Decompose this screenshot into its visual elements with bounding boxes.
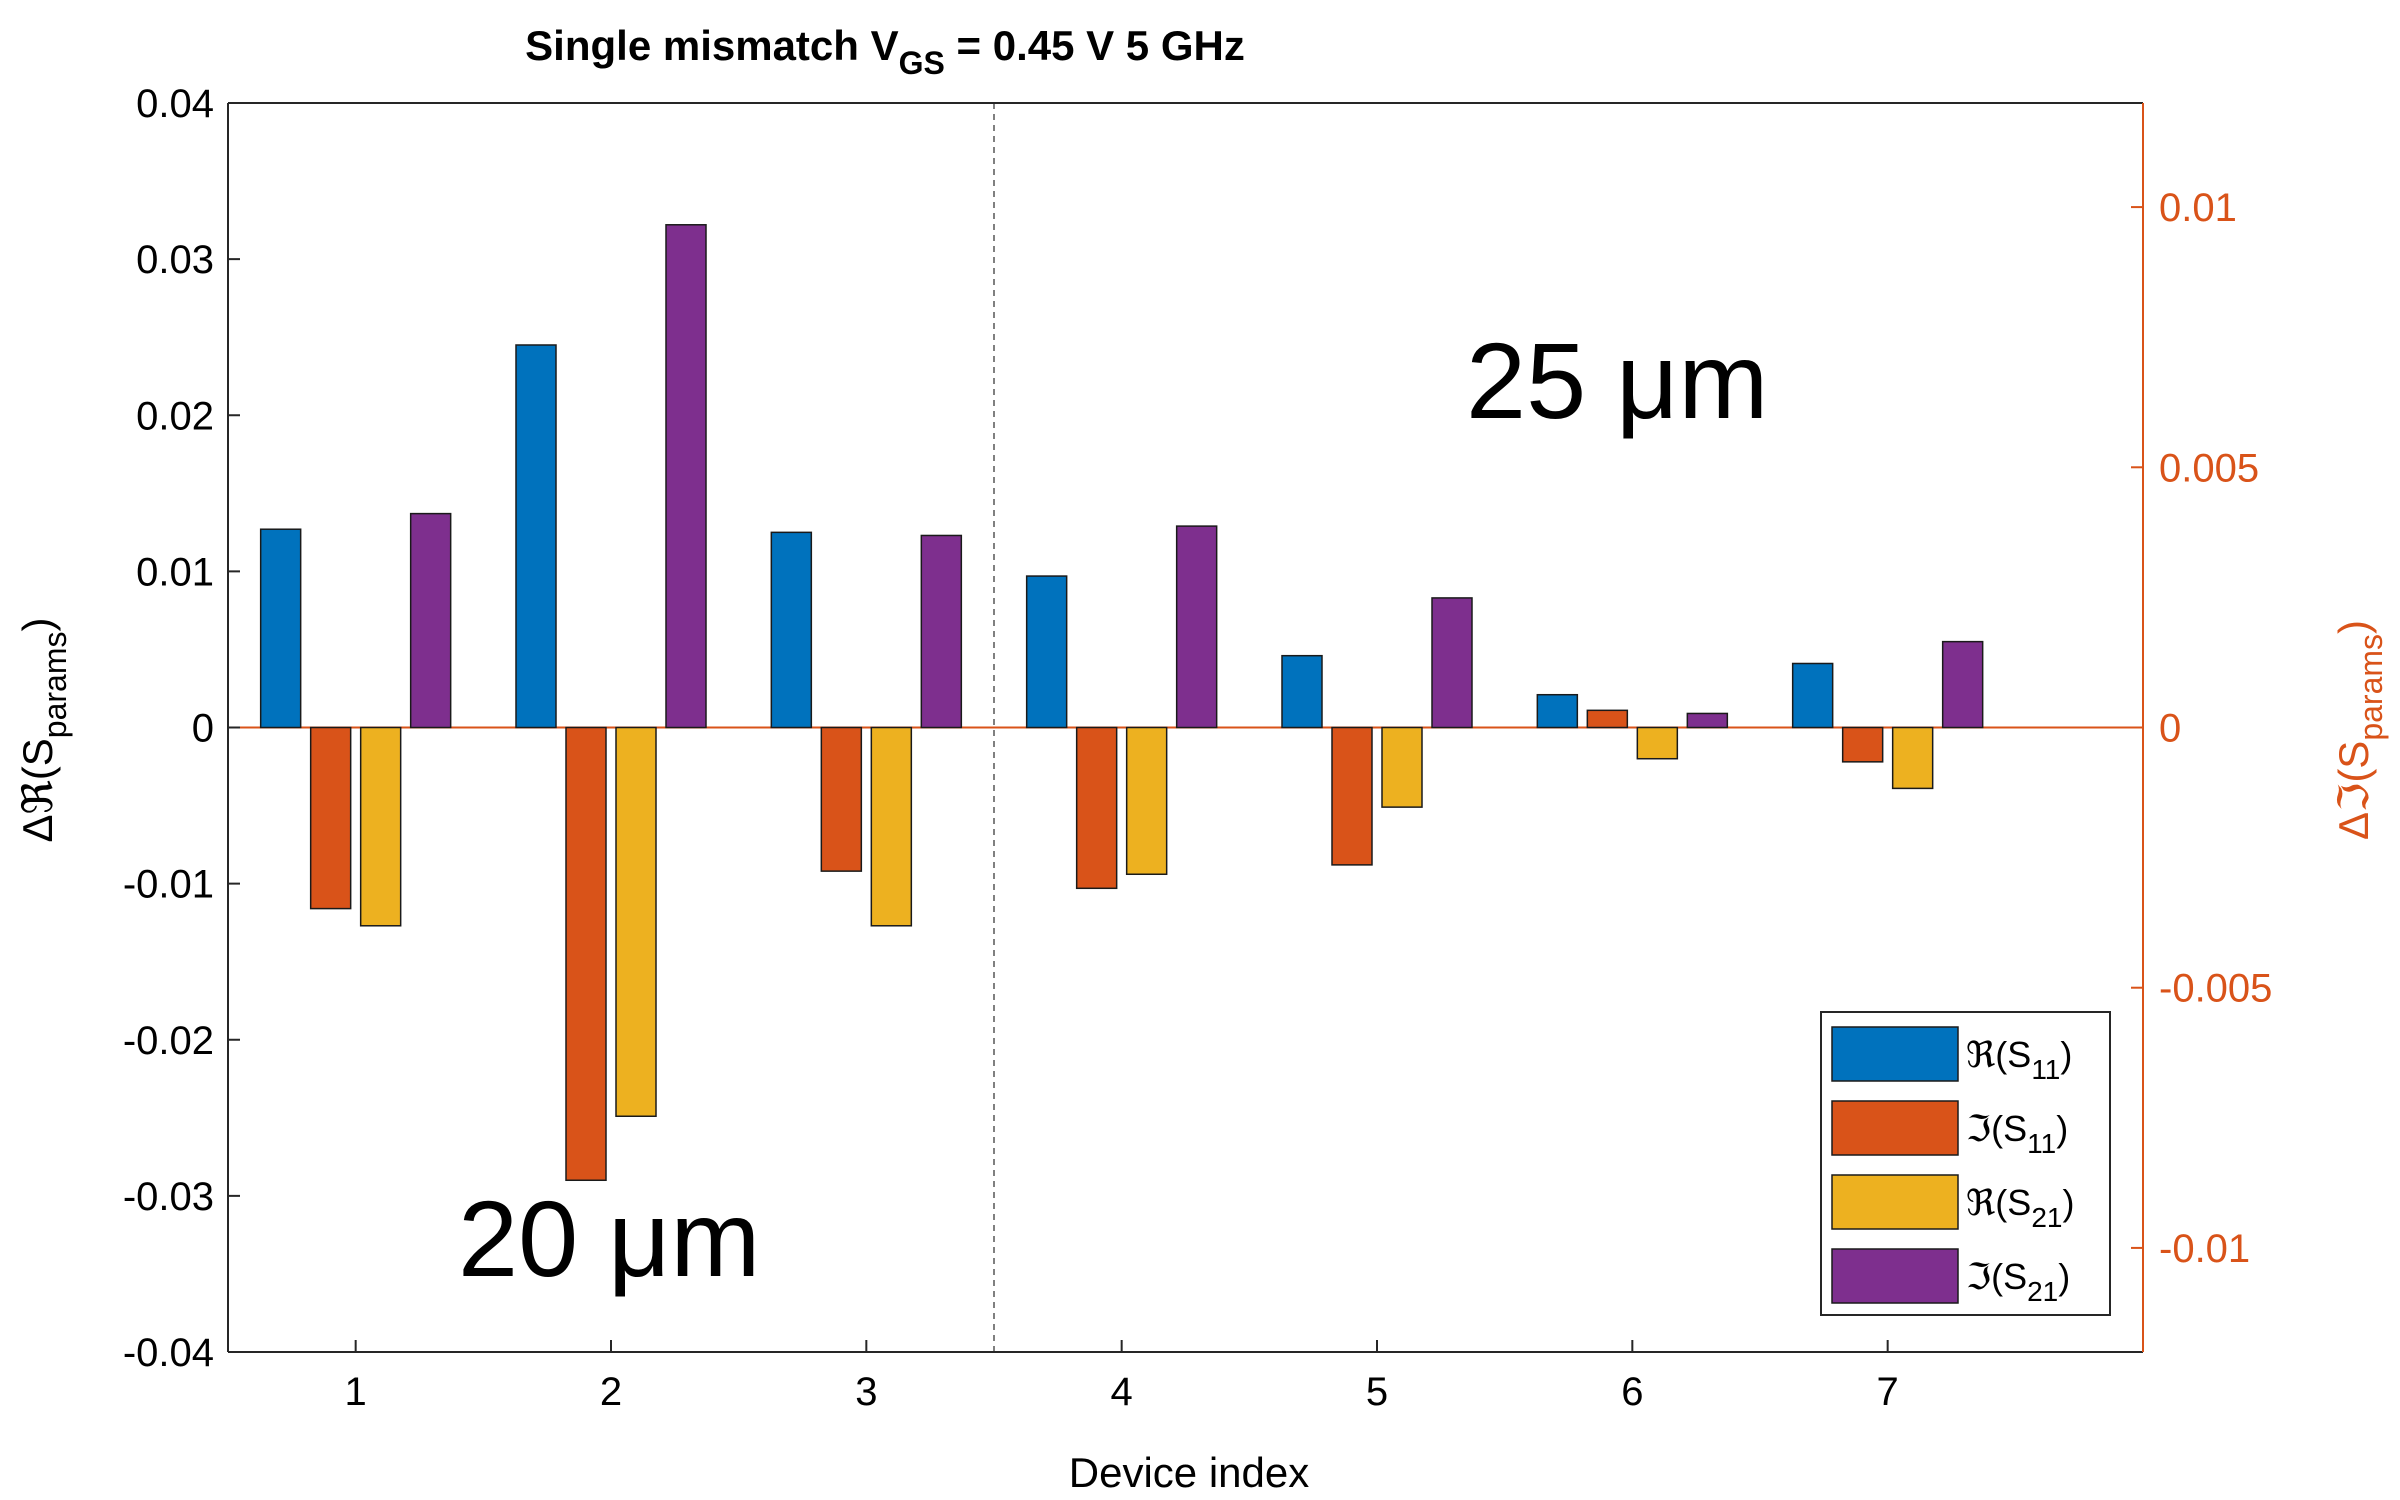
y-tick-label-left: -0.01 [123,863,214,907]
y-tick-label-right: -0.005 [2159,967,2272,1011]
legend: ℜ(S11) ℑ(S11) ℜ(S21) ℑ(S21) [1820,1011,2111,1316]
axes-group: 0.04 0.03 0.02 0.01 0 -0.01 -0.02 -0.03 -0.04 0.0… [123,82,2273,1414]
y-tick-label-left: 0.01 [136,550,214,594]
x-tick-label: 1 [345,1370,367,1414]
bar-series3-device4 [1125,726,1168,876]
x-tick-label: 5 [1366,1370,1388,1414]
y-tick-label-left: 0 [192,707,214,751]
y-tick-label-left: 0.04 [136,82,214,126]
y-tick-label-left: -0.04 [123,1331,214,1375]
bar-series2-device2 [565,726,607,1182]
annotation-25um: 25 μm [1466,320,1768,441]
bar-series2-device3 [820,726,863,872]
bar-series3-device6 [1636,726,1679,760]
y-tick-label-right: 0.005 [2159,446,2259,490]
legend-label: ℑ(S21) [1966,1256,2070,1307]
bar-series3-device1 [359,726,402,927]
annotation-20um: 20 μm [458,1178,760,1299]
legend-swatch [1831,1100,1959,1156]
bar-series1-device5 [1281,654,1323,729]
bar-series1-device3 [770,531,813,729]
bar-series4-device3 [920,534,963,729]
bar-series4-device5 [1431,597,1473,729]
x-tick-label: 3 [855,1370,877,1414]
bar-series3-device3 [870,726,913,927]
x-tick-label: 4 [1111,1370,1133,1414]
bar-series3-device5 [1381,726,1423,808]
bar-series3-device2 [615,726,657,1118]
bar-series2-device1 [309,726,352,910]
bar-series1-device7 [1791,662,1834,729]
bar-series1-device6 [1536,693,1579,729]
x-tick-label: 7 [1877,1370,1899,1414]
bar-series4-device4 [1175,525,1218,729]
y-tick-label-right: -0.01 [2159,1227,2250,1271]
legend-swatch [1831,1174,1959,1230]
y-tick-label-left: -0.02 [123,1019,214,1063]
bar-series1-device1 [259,528,302,729]
legend-label: ℑ(S11) [1966,1108,2068,1159]
bar-series4-device1 [409,512,452,729]
bar-series4-device6 [1686,712,1729,729]
y-tick-label-right: 0.01 [2159,186,2237,230]
bars-group [228,103,2143,1352]
bar-series2-device4 [1075,726,1118,890]
legend-swatch [1831,1248,1959,1304]
legend-swatch [1831,1026,1959,1082]
bar-series4-device7 [1941,640,1984,729]
bar-series3-device7 [1891,726,1934,790]
legend-label: ℜ(S21) [1966,1182,2074,1233]
bar-series2-device7 [1841,726,1884,763]
y-tick-label-left: 0.03 [136,238,214,282]
legend-label: ℜ(S11) [1966,1034,2072,1085]
y-tick-label-left: -0.03 [123,1175,214,1219]
x-tick-label: 6 [1621,1370,1643,1414]
bar-series4-device2 [665,224,707,729]
x-axis-label: Device index [1069,1449,1309,1496]
chart-title: Single mismatch VGS = 0.45 V 5 GHz [525,22,1245,81]
bar-series2-device5 [1331,726,1373,866]
y-tick-label-right: 0 [2159,707,2181,751]
y-tick-label-left: 0.02 [136,394,214,438]
bar-series1-device2 [515,344,557,729]
y-axis-label-right: Δℑ(Sparams) [2330,620,2389,840]
y-axis-label-left: Δℜ(Sparams) [14,618,73,843]
x-tick-label: 2 [600,1370,622,1414]
bar-series2-device6 [1586,709,1629,729]
bar-series1-device4 [1025,575,1068,729]
